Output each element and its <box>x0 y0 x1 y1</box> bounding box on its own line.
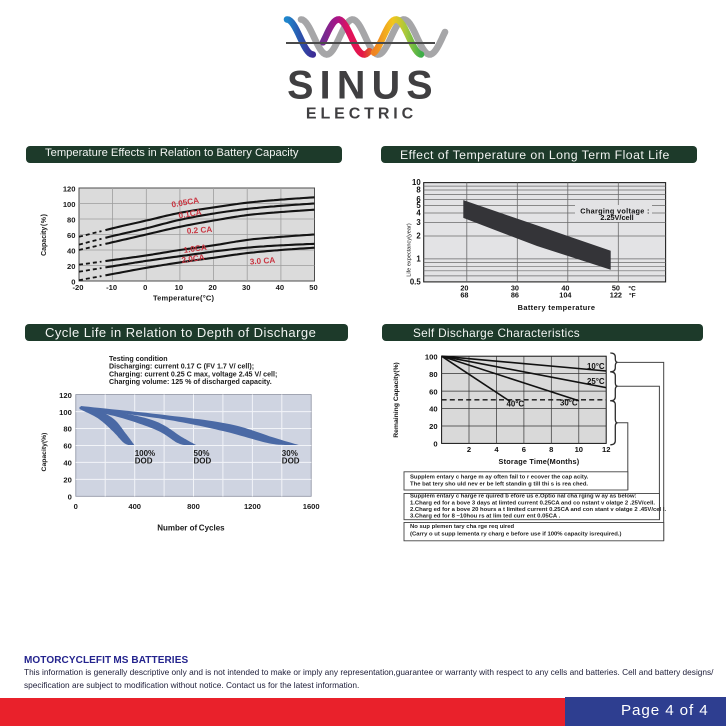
svg-text:1.0CA: 1.0CA <box>183 243 207 255</box>
svg-text:ELECTRIC: ELECTRIC <box>306 106 417 123</box>
svg-text:Remaining Capacity(%): Remaining Capacity(%) <box>393 362 400 438</box>
svg-text:86: 86 <box>511 290 519 299</box>
svg-text:DOD: DOD <box>135 457 153 466</box>
svg-text:800: 800 <box>187 502 200 511</box>
svg-text:40: 40 <box>63 459 71 468</box>
svg-text:120: 120 <box>63 184 76 193</box>
svg-text:Supplem entary c harge re quir: Supplem entary c harge re quired b efore… <box>410 494 637 500</box>
svg-text:104: 104 <box>559 290 572 299</box>
svg-text:SINUS: SINUS <box>287 64 439 108</box>
svg-text:120: 120 <box>59 391 72 400</box>
svg-text:3.0 CA: 3.0 CA <box>250 256 276 267</box>
svg-text:6: 6 <box>416 195 421 204</box>
svg-text:0: 0 <box>71 277 75 286</box>
svg-text:Capacity(%): Capacity(%) <box>41 433 48 472</box>
svg-text:Capacity ( % ): Capacity ( % ) <box>41 214 48 256</box>
svg-text:Testing condition: Testing condition <box>109 355 168 363</box>
svg-text:30°C: 30°C <box>560 399 578 408</box>
svg-text:0.5: 0.5 <box>410 278 422 287</box>
svg-text:50%: 50% <box>194 449 210 458</box>
svg-text:The bat tery sho uld nev er be: The bat tery sho uld nev er be left stan… <box>410 481 588 487</box>
svg-text:50: 50 <box>309 283 317 292</box>
svg-text:0: 0 <box>74 502 78 511</box>
svg-text:2: 2 <box>467 445 471 454</box>
svg-text:100: 100 <box>425 352 438 361</box>
svg-text:4: 4 <box>494 445 499 454</box>
svg-text:3.Charg ed for 8 ~10hou rs at: 3.Charg ed for 8 ~10hou rs at lim ted cu… <box>410 514 561 520</box>
svg-text:12: 12 <box>602 445 610 454</box>
svg-text:10: 10 <box>175 283 183 292</box>
svg-text:20: 20 <box>429 422 437 431</box>
svg-text:Storage Time(Months): Storage Time(Months) <box>499 457 580 466</box>
svg-text:10: 10 <box>575 445 583 454</box>
svg-text:0: 0 <box>143 283 147 292</box>
svg-text:68: 68 <box>460 290 468 299</box>
svg-text:0: 0 <box>433 440 437 449</box>
svg-text:-20: -20 <box>73 283 84 292</box>
svg-text:30%: 30% <box>282 449 298 458</box>
svg-text:80: 80 <box>63 425 71 434</box>
svg-text:400: 400 <box>128 502 141 511</box>
svg-text:Temperature(°C): Temperature(°C) <box>153 294 215 303</box>
svg-text:80: 80 <box>67 215 75 224</box>
svg-text:20: 20 <box>208 283 216 292</box>
svg-text:8: 8 <box>549 445 553 454</box>
svg-text:°C: °C <box>628 285 636 293</box>
svg-text:100%: 100% <box>135 449 155 458</box>
svg-text:5: 5 <box>416 201 421 210</box>
svg-text:50: 50 <box>612 284 620 293</box>
svg-text:2.25V/cell: 2.25V/cell <box>600 213 633 222</box>
svg-text:30: 30 <box>242 283 250 292</box>
svg-text:0.2 CA: 0.2 CA <box>187 225 213 236</box>
svg-text:30: 30 <box>511 284 519 293</box>
svg-text:Charging: current 0.25 C max: Charging: current 0.25 C max, voltage 2.… <box>109 370 277 378</box>
svg-text:Charging voltage :: Charging voltage : <box>580 207 649 216</box>
svg-text:Battery temperature: Battery temperature <box>518 303 596 312</box>
svg-text:100: 100 <box>59 408 72 417</box>
svg-text:0.1CA: 0.1CA <box>178 208 203 221</box>
svg-text:Life expectancy(year): Life expectancy(year) <box>407 223 413 277</box>
svg-text:2.Charg ed for a bove 20 hours: 2.Charg ed for a bove 20 hours a t limit… <box>410 507 666 513</box>
svg-text:10°C: 10°C <box>587 362 605 371</box>
svg-text:(Carry o ut supp lementa ry ch: (Carry o ut supp lementa ry charg e befo… <box>410 532 622 538</box>
svg-text:Number of Cycles: Number of Cycles <box>157 524 225 533</box>
svg-text:10: 10 <box>412 178 421 187</box>
svg-text:80: 80 <box>429 370 437 379</box>
svg-text:°F: °F <box>629 291 636 299</box>
svg-text:3: 3 <box>416 218 421 227</box>
svg-text:40: 40 <box>276 283 284 292</box>
svg-text:20: 20 <box>63 476 71 485</box>
svg-text:20: 20 <box>460 284 468 293</box>
svg-text:1: 1 <box>416 255 421 264</box>
svg-text:4: 4 <box>416 209 421 218</box>
svg-text:1600: 1600 <box>303 502 320 511</box>
svg-text:-10: -10 <box>106 283 117 292</box>
svg-text:100: 100 <box>63 200 76 209</box>
svg-text:60: 60 <box>429 387 437 396</box>
svg-text:Discharging: current 0.17 C: Discharging: current 0.17 C (FV 1.7 V/ c… <box>109 363 254 371</box>
svg-text:DOD: DOD <box>282 457 300 466</box>
svg-text:40: 40 <box>67 246 75 255</box>
svg-text:6: 6 <box>522 445 526 454</box>
svg-text:60: 60 <box>67 231 75 240</box>
svg-text:122: 122 <box>610 290 622 299</box>
svg-text:60: 60 <box>63 442 71 451</box>
svg-text:DOD: DOD <box>194 457 212 466</box>
svg-text:8: 8 <box>416 186 421 195</box>
svg-text:1200: 1200 <box>244 502 261 511</box>
svg-text:No sup plemen tary cha rge req: No sup plemen tary cha rge req uired <box>410 524 514 530</box>
svg-text:Supplem entary c harge m ay of: Supplem entary c harge m ay often fail t… <box>410 475 589 481</box>
svg-text:0: 0 <box>68 493 72 502</box>
svg-text:1.Charg ed for a bove 3 days: 1.Charg ed for a bove 3 days at limted c… <box>410 500 655 506</box>
svg-text:40°C: 40°C <box>507 400 525 409</box>
svg-text:2.0CA: 2.0CA <box>181 253 205 265</box>
svg-text:40: 40 <box>429 405 437 414</box>
svg-text:40: 40 <box>561 284 569 293</box>
svg-text:2: 2 <box>416 232 421 241</box>
svg-text:20: 20 <box>67 262 75 271</box>
svg-text:Charging volume: 125 % of: Charging volume: 125 % of discharged cap… <box>109 378 272 386</box>
svg-text:25°C: 25°C <box>587 377 605 386</box>
